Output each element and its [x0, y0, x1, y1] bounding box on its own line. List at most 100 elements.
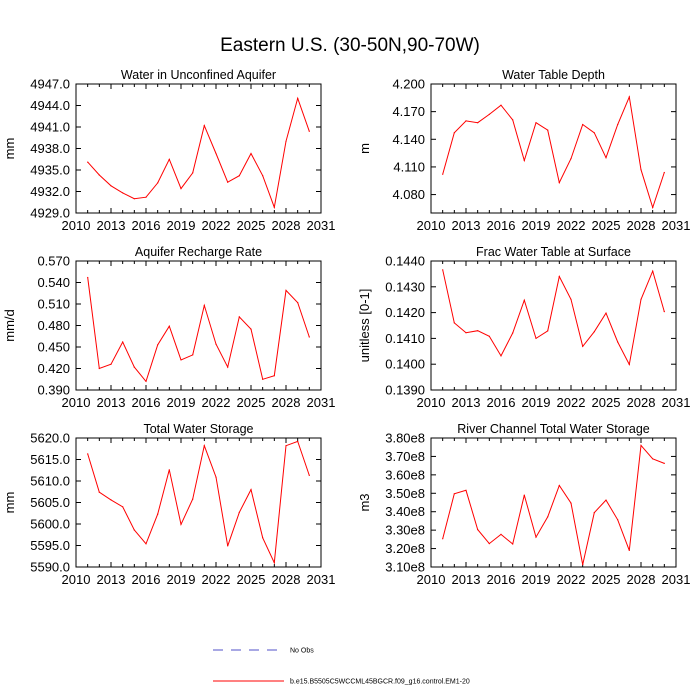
y-tick-label: 0.1430 [385, 279, 425, 294]
x-tick-label: 2025 [237, 395, 266, 410]
data-point [180, 359, 182, 361]
data-point [617, 341, 619, 343]
data-point [238, 511, 240, 513]
data-point [547, 129, 549, 131]
data-point [87, 276, 89, 279]
chart-title: Water in Unconfined Aquifer [121, 68, 276, 82]
figure-title: Eastern U.S. (30-50N,90-70W) [220, 35, 480, 56]
x-tick-label: 2028 [272, 572, 301, 587]
data-point [628, 96, 630, 98]
data-point [308, 130, 310, 132]
series-line [442, 269, 665, 367]
y-tick-label: 3.20e8 [385, 541, 425, 556]
data-point [98, 367, 100, 370]
data-point [227, 181, 229, 183]
x-tick-label: 2028 [272, 218, 301, 233]
y-tick-label: 3.10e8 [385, 560, 425, 575]
data-point [558, 275, 560, 278]
data-point [547, 330, 549, 332]
y-tick-label: 0.1400 [385, 357, 425, 372]
data-point [617, 123, 619, 126]
x-tick-label: 2031 [307, 572, 336, 587]
y-tick-label: 4941.0 [30, 120, 70, 135]
data-point [285, 445, 287, 447]
y-tick-label: 0.1440 [385, 254, 425, 269]
data-point [273, 206, 275, 208]
data-point [582, 345, 584, 347]
series-line [87, 277, 310, 383]
x-tick-label: 2010 [62, 395, 91, 410]
y-tick-label: 3.40e8 [385, 504, 425, 519]
x-tick-label: 2016 [487, 218, 516, 233]
y-tick-label: 5605.0 [30, 495, 70, 510]
y-tick-label: 4.140 [392, 132, 425, 147]
x-tick-label: 2028 [272, 395, 301, 410]
data-point [593, 331, 595, 333]
data-point [593, 132, 595, 134]
data-point [250, 489, 252, 491]
data-point [652, 458, 654, 460]
data-point [605, 312, 607, 314]
data-point [110, 363, 112, 365]
y-tick-label: 4944.0 [30, 98, 70, 113]
data-point [535, 337, 537, 339]
y-axis-label: mm [2, 138, 17, 160]
x-tick-label: 2025 [237, 218, 266, 233]
data-point [500, 355, 502, 357]
x-tick-label: 2013 [97, 395, 126, 410]
data-point [297, 302, 299, 304]
y-axis-label: m3 [357, 493, 372, 511]
data-point [570, 502, 572, 504]
chart-aquifer-recharge-rate: Aquifer Recharge Rate mm/d 2010 2013 2016 201… [2, 245, 335, 410]
y-tick-label: 0.1420 [385, 305, 425, 320]
y-tick-label: 3.30e8 [385, 523, 425, 538]
y-tick-label: 4938.0 [30, 141, 70, 156]
x-tick-label: 2028 [627, 572, 656, 587]
data-point [262, 175, 264, 177]
plot-frame [75, 437, 322, 568]
data-point [488, 543, 490, 545]
x-tick-label: 2031 [307, 218, 336, 233]
data-point [500, 104, 502, 106]
chart-water-in-unconfined-aquifer: Water in Unconfined Aquifer mm 2010 2013 201… [2, 68, 335, 233]
data-point [523, 494, 525, 496]
y-tick-label: 4.170 [392, 104, 425, 119]
data-point [477, 529, 479, 531]
y-tick-label: 4.110 [393, 159, 425, 174]
data-point [157, 513, 159, 515]
y-tick-label: 5615.0 [30, 452, 70, 467]
data-point [582, 564, 584, 566]
y-axis-label: unitless [0-1] [357, 289, 372, 363]
data-point [512, 332, 514, 334]
data-point [133, 198, 135, 200]
data-point [652, 270, 654, 272]
y-axis-label: m [357, 143, 372, 154]
x-tick-label: 2019 [167, 218, 196, 233]
x-tick-label: 2022 [557, 572, 586, 587]
y-tick-label: 3.70e8 [385, 449, 425, 464]
chart-frac-water-table-at-surface: Frac Water Table at Surface unitless [0-1… [357, 245, 690, 410]
data-point [168, 325, 170, 327]
y-tick-label: 4947.0 [30, 77, 70, 92]
data-point [215, 476, 217, 478]
data-point [157, 344, 159, 346]
x-tick-label: 2013 [452, 218, 481, 233]
data-point [535, 122, 537, 124]
data-point [488, 335, 490, 337]
series-line [442, 95, 665, 210]
data-point [180, 188, 182, 190]
x-tick-label: 2022 [202, 572, 231, 587]
x-tick-label: 2022 [557, 395, 586, 410]
data-point [535, 536, 537, 538]
data-point [640, 444, 642, 446]
data-point [582, 123, 584, 126]
chart-total-water-storage: Total Water Storage mm 2010 2013 2016 2019 202… [2, 422, 335, 587]
y-tick-label: 4932.0 [30, 184, 70, 199]
series-line [87, 96, 310, 210]
data-point [273, 562, 275, 564]
data-point [227, 545, 229, 547]
y-tick-label: 5610.0 [30, 474, 70, 489]
y-tick-label: 3.50e8 [385, 486, 425, 501]
x-tick-label: 2025 [592, 218, 621, 233]
data-point [145, 196, 147, 198]
